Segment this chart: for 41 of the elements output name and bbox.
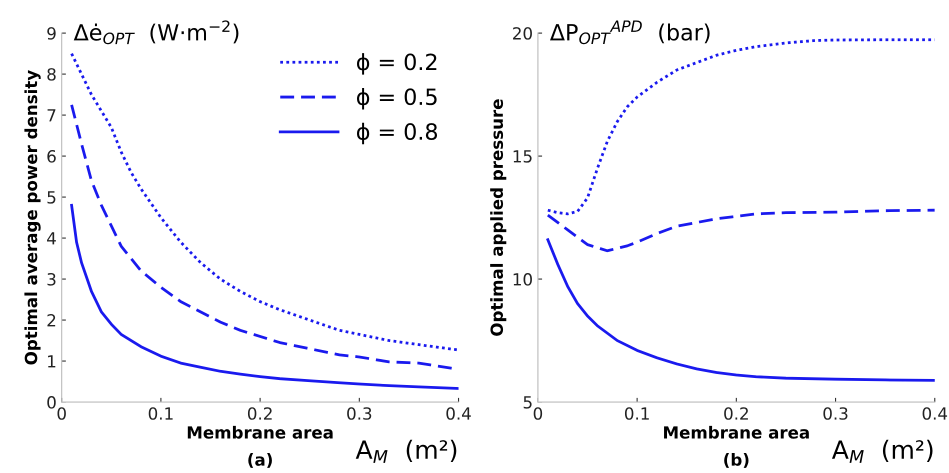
legend-label: ϕ = 0.5 <box>357 88 437 110</box>
x-tick-label: 0.3 <box>347 407 372 420</box>
y-tick-label: 10 <box>514 273 532 286</box>
text: A$_{M}$ (m²) <box>832 440 933 463</box>
y-tick-label: 6 <box>47 150 56 163</box>
x-tick-label: 0 <box>57 407 66 420</box>
annotation: ΔP$_{OPT}$$^{APD}$ (bar) <box>550 20 710 44</box>
x-tick-label: 0 <box>534 407 542 420</box>
y-tick-label: 5 <box>48 191 56 204</box>
x-tick-label: 0.1 <box>148 407 173 420</box>
y-tick-label: 4 <box>47 232 56 244</box>
y-tick-label: 9 <box>47 27 56 40</box>
line-series <box>546 238 935 382</box>
x-tick-label: 0.4 <box>446 407 471 420</box>
line-series <box>70 204 459 390</box>
text: (b) <box>724 453 748 468</box>
y-tick-label: 0 <box>47 396 56 409</box>
x-axis-title: Membrane area <box>664 426 809 439</box>
y-tick-label: 7 <box>48 109 56 122</box>
y-tick-label: 1 <box>48 355 56 368</box>
line-series <box>70 52 459 352</box>
x-tick-label: 0.2 <box>248 407 272 420</box>
x-tick-label: 0.2 <box>724 407 748 420</box>
y-tick-label: 8 <box>47 68 56 81</box>
legend-label: ϕ = 0.8 <box>357 122 438 144</box>
y-tick-label: 20 <box>513 27 532 40</box>
y-tick-label: 5 <box>524 396 532 409</box>
line-series <box>546 208 935 252</box>
x-tick-label: 0.1 <box>624 407 649 420</box>
y-axis-title: Optimal average power density <box>24 70 41 364</box>
y-axis-title: Optimal applied pressure <box>490 99 506 336</box>
text: (a) <box>248 453 272 468</box>
legend-label: ϕ = 0.2 <box>357 53 436 75</box>
y-tick-label: 3 <box>47 273 56 286</box>
x-axis-title: Membrane area <box>188 426 333 439</box>
x-tick-label: 0.3 <box>823 407 848 420</box>
annotation: Δė$_{OPT}$ (W·m$^{−2}$) <box>74 20 238 44</box>
y-tick-label: 15 <box>514 150 532 163</box>
x-tick-label: 0.4 <box>922 407 948 420</box>
text: A$_{M}$ (m²) <box>356 440 456 463</box>
y-tick-label: 2 <box>47 314 56 326</box>
